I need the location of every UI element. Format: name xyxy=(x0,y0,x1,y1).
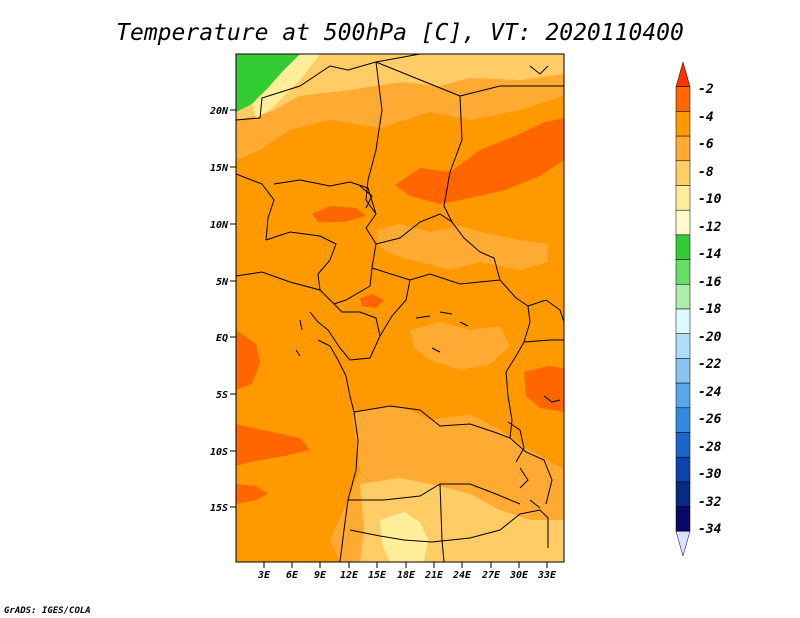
latitude-axis: 20N 15N 10N 5N EQ 5S 10S 15S xyxy=(209,106,236,514)
colorbar-label: -12 xyxy=(698,220,722,235)
lat-label-5n: 5N xyxy=(216,277,229,288)
country-borders xyxy=(236,54,564,562)
lon-label-3e: 3E xyxy=(257,570,271,581)
colorbar-swatches xyxy=(675,61,691,557)
colorbar-swatch xyxy=(675,506,691,532)
colorbar-swatch xyxy=(675,234,691,260)
colorbar-label: -4 xyxy=(698,110,714,125)
lon-label-27e: 27E xyxy=(481,570,501,581)
colorbar-labels: -2 -4 -6 -8 -10 -12 -14 -16 -18 -20 -22 … xyxy=(698,82,722,537)
lon-label-6e: 6E xyxy=(286,570,299,581)
credit-label: GrADS: IGES/COLA xyxy=(4,606,91,616)
colorbar-swatch xyxy=(675,209,691,236)
colorbar-label: -34 xyxy=(698,522,722,537)
lat-label-20n: 20N xyxy=(209,106,229,117)
lat-label-15n: 15N xyxy=(210,163,229,174)
temperature-field-northwest-edge xyxy=(252,54,320,118)
colorbar-label: -20 xyxy=(698,330,722,345)
colorbar-swatch xyxy=(675,432,691,458)
colorbar-label: -22 xyxy=(698,357,722,372)
temperature-field-northwest-cool xyxy=(236,54,300,112)
lon-label-30e: 30E xyxy=(509,570,529,581)
colorbar-swatch xyxy=(675,358,691,384)
colorbar-swatch xyxy=(675,86,691,112)
temperature-field-west-warm xyxy=(236,330,260,390)
colorbar-label: -26 xyxy=(698,412,722,427)
temperature-field-central-light xyxy=(410,322,510,370)
lon-label-24e: 24E xyxy=(452,570,472,581)
temperature-field-northeast-warm xyxy=(395,118,564,204)
colorbar-swatch xyxy=(675,284,691,310)
colorbar-label: -6 xyxy=(698,137,714,152)
colorbar-label: -8 xyxy=(698,165,714,180)
colorbar-swatch xyxy=(675,259,691,285)
lon-label-18e: 18E xyxy=(397,570,416,581)
temperature-field-north-pale xyxy=(236,54,564,120)
map-panel xyxy=(235,53,565,563)
colorbar-swatch xyxy=(675,61,691,87)
temperature-field-southwest-warm xyxy=(236,424,310,466)
temperature-field-east-warm xyxy=(524,366,564,412)
colorbar-swatch xyxy=(675,135,691,162)
colorbar-swatch xyxy=(675,333,691,359)
lon-label-21e: 21E xyxy=(424,570,444,581)
map-title: Temperature at 500hPa [C], VT: 202011040… xyxy=(116,20,684,46)
lat-label-10n: 10N xyxy=(210,220,229,231)
lon-label-33e: 33E xyxy=(537,570,557,581)
lon-label-9e: 9E xyxy=(314,570,327,581)
lat-label-5s: 5S xyxy=(216,390,228,401)
longitude-axis: 3E 6E 9E 12E 15E 18E 21E 24E 27E 30E 33E xyxy=(257,562,557,581)
map-frame xyxy=(235,53,565,563)
colorbar-swatch xyxy=(675,111,691,137)
colorbar-label: -10 xyxy=(698,192,722,207)
temperature-field-mid-warm xyxy=(360,294,384,308)
temperature-field-south-palest xyxy=(380,512,428,562)
lat-label-15s: 15S xyxy=(210,503,228,514)
colorbar-swatch xyxy=(675,531,691,557)
colorbar-label: -16 xyxy=(698,275,722,290)
colorbar-swatch xyxy=(675,382,691,409)
temperature-field-interior-light xyxy=(376,224,548,270)
colorbar-label: -30 xyxy=(698,467,722,482)
colorbar-label: -14 xyxy=(698,247,722,262)
colorbar-label: -24 xyxy=(698,385,722,400)
colorbar-label: -2 xyxy=(698,82,714,97)
lon-label-15e: 15E xyxy=(368,570,387,581)
colorbar-swatch xyxy=(675,160,691,186)
colorbar-label: -32 xyxy=(698,495,722,510)
colorbar-label: -28 xyxy=(698,440,722,455)
colorbar-label: -18 xyxy=(698,302,722,317)
colorbar-swatch xyxy=(675,481,691,507)
lon-label-12e: 12E xyxy=(340,570,359,581)
colorbar-swatch xyxy=(675,308,691,334)
colorbar-swatch xyxy=(675,407,691,433)
temperature-field-southwest-warm-2 xyxy=(236,484,268,504)
temperature-field-central-warm xyxy=(312,206,366,222)
lat-label-10s: 10S xyxy=(210,447,228,458)
colorbar: -2 -4 -6 -8 -10 -12 -14 -16 -18 -20 -22 … xyxy=(675,61,722,557)
lat-label-eq: EQ xyxy=(216,333,228,344)
colorbar-swatch xyxy=(675,185,691,211)
colorbar-swatch xyxy=(675,456,691,483)
